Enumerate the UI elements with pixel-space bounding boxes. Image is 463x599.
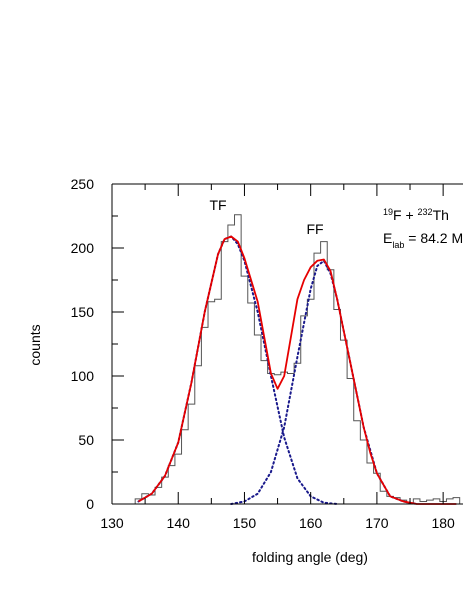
- x-tick-label: 150: [233, 515, 257, 531]
- y-axis-label: counts: [27, 324, 43, 365]
- tf-label: TF: [209, 197, 226, 213]
- energy-value: = 84.2 M: [404, 230, 463, 246]
- energy-label: Elab = 84.2 M: [383, 230, 463, 250]
- tick-labels: 130 140 150 160 170 180 0 50 100 150 200 250: [71, 176, 455, 531]
- gaussian-component-1: [137, 235, 339, 505]
- reaction-label: 19F + 232Th: [383, 207, 449, 223]
- x-tick-label: 180: [431, 515, 455, 531]
- gaussian-component-2: [230, 259, 418, 505]
- ticks: [111, 183, 444, 505]
- x-tick-label: 170: [365, 515, 389, 531]
- series-layer: [134, 214, 461, 505]
- y-tick-label: 250: [71, 176, 95, 192]
- y-tick-label: 50: [78, 432, 94, 448]
- y-tick-label: 150: [71, 304, 95, 320]
- reaction-element-2: Th: [433, 207, 449, 223]
- histogram-series: [134, 214, 461, 504]
- y-tick-label: 100: [71, 368, 95, 384]
- reaction-element-1: F +: [393, 207, 418, 223]
- x-tick-label: 140: [167, 515, 191, 531]
- ff-label: FF: [306, 221, 323, 237]
- energy-symbol: E: [383, 230, 392, 246]
- y-tick-label: 200: [71, 240, 95, 256]
- reaction-mass-2: 232: [418, 207, 433, 217]
- x-tick-label: 160: [299, 515, 323, 531]
- y-tick-label: 0: [86, 496, 94, 512]
- x-axis-label: folding angle (deg): [252, 549, 368, 565]
- x-tick-label: 130: [100, 515, 124, 531]
- fit-curve: [138, 235, 457, 505]
- reaction-mass-1: 19: [383, 207, 393, 217]
- energy-subscript: lab: [392, 240, 404, 250]
